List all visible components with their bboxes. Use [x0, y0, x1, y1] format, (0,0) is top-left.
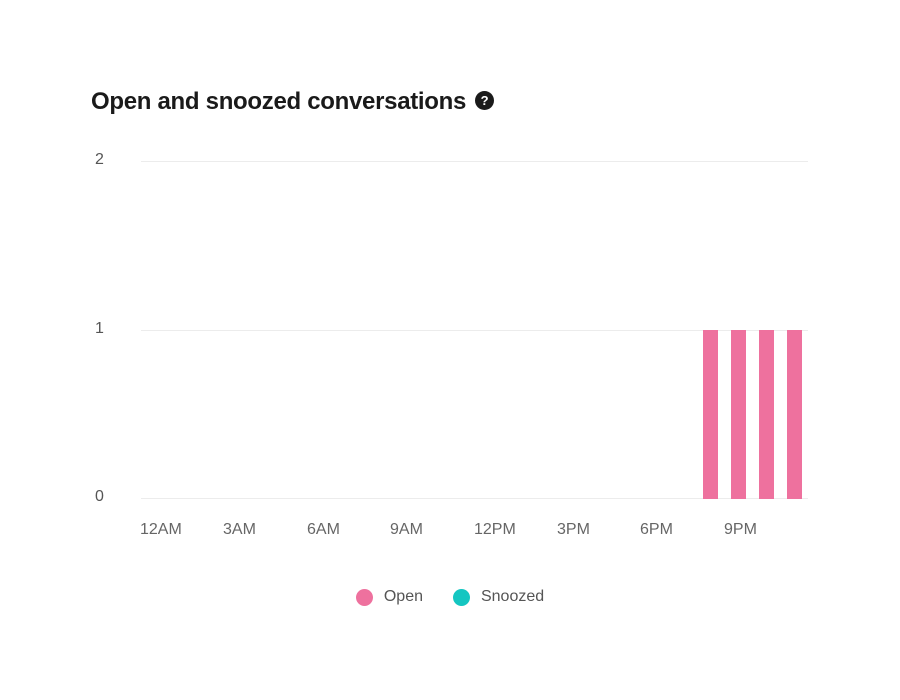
x-axis-tick-label: 9AM — [390, 521, 423, 538]
x-axis-tick-label: 9PM — [724, 521, 757, 538]
x-axis-tick-label: 6PM — [640, 521, 673, 538]
legend-label: Open — [383, 588, 423, 605]
bar-open-9pm[interactable] — [731, 330, 746, 499]
chart-title: Open and snoozed conversations — [91, 88, 467, 115]
bar-open-10pm[interactable] — [759, 330, 774, 499]
y-axis-tick-label: 2 — [95, 151, 104, 168]
bar-open-11pm[interactable] — [787, 330, 802, 499]
legend-item-snoozed[interactable]: Snoozed — [452, 588, 545, 606]
chart-legend: Open Snoozed — [0, 588, 900, 606]
gridline — [141, 498, 808, 499]
gridline — [141, 161, 808, 162]
legend-label: Snoozed — [480, 588, 545, 605]
chart-header: Open and snoozed conversations ? — [91, 88, 495, 116]
y-axis-tick-label: 0 — [95, 488, 104, 505]
gridline — [141, 330, 808, 331]
x-axis-tick-label: 12AM — [140, 521, 182, 538]
x-axis-tick-label: 3AM — [223, 521, 256, 538]
legend-dot-icon — [355, 588, 373, 606]
legend-dot-icon — [452, 588, 470, 606]
x-axis-tick-label: 12PM — [474, 521, 516, 538]
x-axis-tick-label: 3PM — [557, 521, 590, 538]
x-axis-tick-label: 6AM — [307, 521, 340, 538]
bar-open-8pm[interactable] — [703, 330, 718, 499]
help-icon[interactable]: ? — [475, 90, 495, 110]
y-axis-tick-label: 1 — [95, 320, 104, 337]
legend-item-open[interactable]: Open — [355, 588, 423, 606]
